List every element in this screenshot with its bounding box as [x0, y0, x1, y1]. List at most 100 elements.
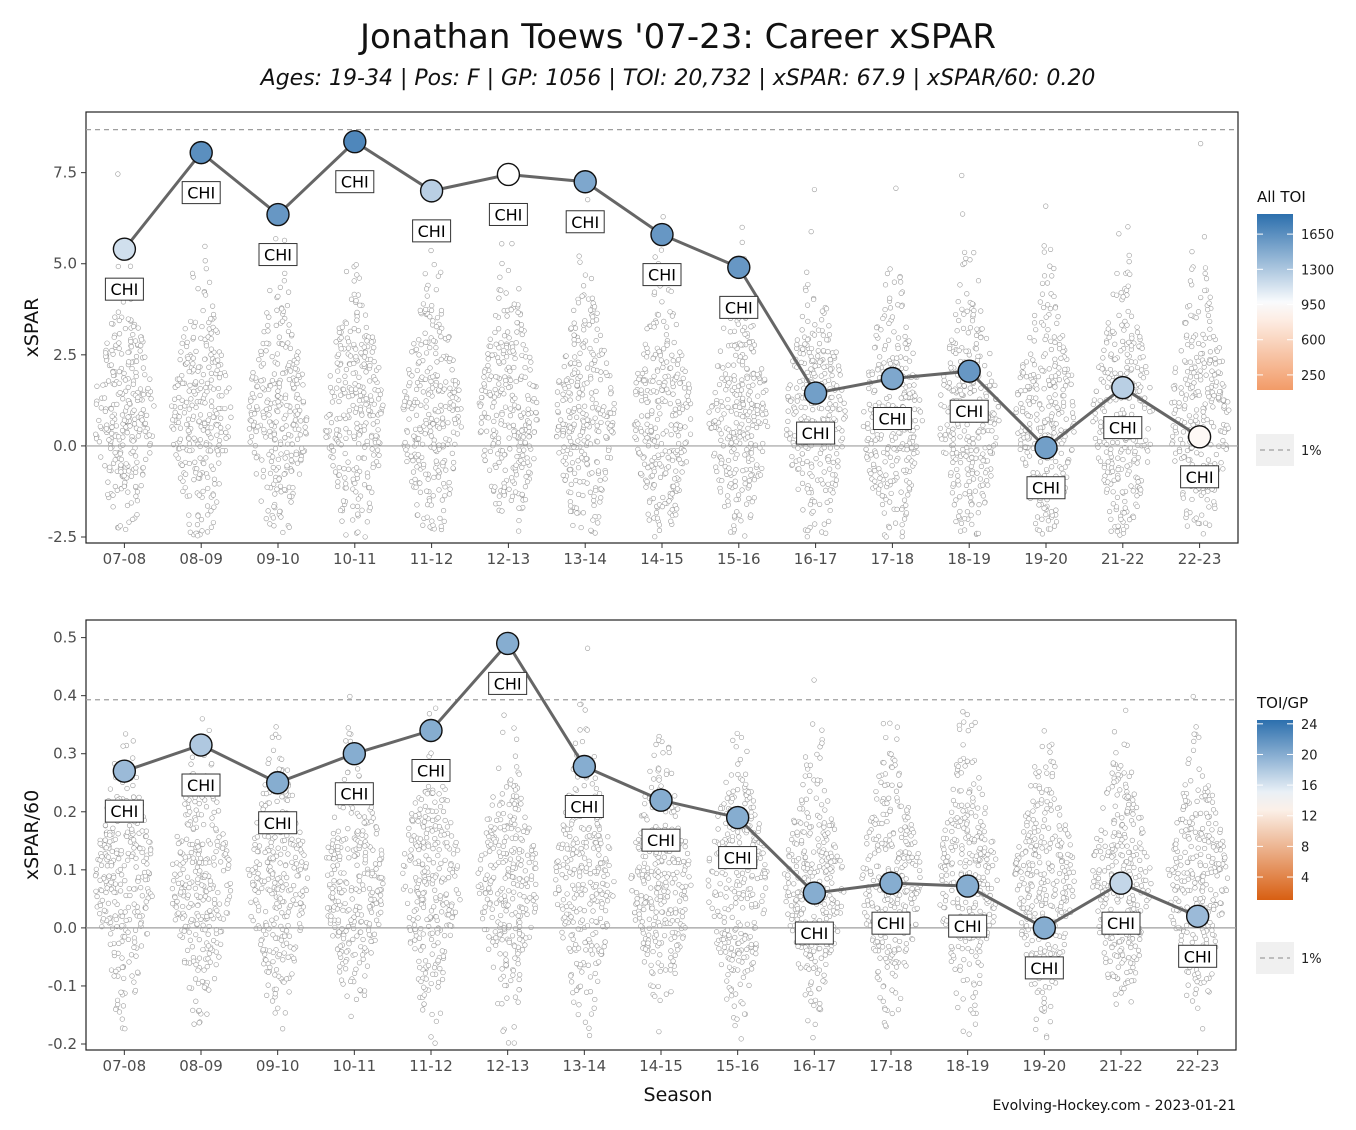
- league-point: [1180, 429, 1187, 435]
- league-point: [490, 427, 497, 433]
- league-point: [967, 325, 974, 331]
- league-point: [594, 439, 601, 445]
- league-point: [894, 506, 900, 512]
- league-point: [959, 391, 965, 397]
- league-point: [416, 436, 422, 442]
- league-point: [1054, 404, 1060, 410]
- league-point: [827, 357, 833, 363]
- league-point: [571, 370, 577, 376]
- league-point: [639, 413, 645, 419]
- league-point: [1226, 407, 1232, 413]
- league-point: [1182, 358, 1188, 364]
- league-point: [593, 317, 600, 323]
- league-point: [899, 529, 906, 535]
- league-point: [355, 328, 362, 334]
- league-point: [1043, 203, 1049, 209]
- league-point: [97, 911, 103, 917]
- league-point: [1189, 394, 1195, 400]
- team-label: CHI: [1186, 468, 1214, 487]
- league-point: [254, 383, 260, 389]
- league-point: [1184, 332, 1190, 338]
- league-point: [336, 398, 342, 405]
- league-point: [506, 335, 512, 341]
- league-point: [103, 350, 109, 356]
- league-point: [338, 346, 344, 352]
- league-point: [662, 374, 668, 380]
- league-point: [285, 431, 292, 438]
- league-point: [796, 466, 802, 472]
- league-point: [1060, 387, 1066, 393]
- league-point: [556, 450, 562, 456]
- league-point: [978, 334, 984, 341]
- league-point: [650, 388, 657, 394]
- league-point: [130, 331, 136, 338]
- league-point: [1043, 512, 1049, 518]
- legend-color-bar: [1257, 214, 1293, 390]
- league-point: [138, 343, 144, 349]
- league-point: [722, 371, 729, 377]
- league-point: [744, 501, 750, 507]
- league-point: [841, 416, 847, 422]
- league-point: [575, 395, 581, 401]
- league-point: [113, 968, 119, 974]
- league-point: [748, 450, 755, 456]
- league-point: [964, 291, 970, 297]
- league-point: [137, 845, 143, 852]
- league-point: [99, 897, 105, 903]
- league-point: [1051, 430, 1057, 436]
- league-point: [941, 377, 947, 383]
- league-point: [503, 354, 510, 360]
- league-point: [1052, 363, 1058, 369]
- league-point: [285, 340, 291, 346]
- league-point: [1213, 451, 1219, 458]
- league-point: [876, 486, 882, 492]
- league-point: [131, 886, 137, 892]
- league-point: [815, 353, 821, 359]
- league-point: [588, 361, 595, 367]
- league-point: [270, 464, 276, 471]
- league-point: [492, 329, 498, 336]
- league-point: [1206, 394, 1212, 400]
- league-point: [1139, 345, 1145, 351]
- league-point: [358, 350, 364, 356]
- league-point: [969, 455, 975, 461]
- league-point: [1090, 419, 1096, 425]
- league-point: [195, 286, 201, 292]
- league-point: [222, 405, 228, 412]
- league-point: [892, 435, 899, 441]
- league-point: [258, 498, 264, 504]
- league-point: [632, 434, 638, 440]
- league-point: [813, 456, 819, 462]
- league-point: [294, 391, 300, 398]
- league-point: [1034, 386, 1040, 392]
- league-point: [414, 386, 420, 392]
- league-point: [1101, 347, 1107, 353]
- league-point: [226, 385, 232, 391]
- league-point: [885, 337, 892, 343]
- league-point: [248, 433, 255, 440]
- league-point: [273, 322, 279, 328]
- league-point: [762, 376, 768, 382]
- league-point: [350, 476, 356, 482]
- league-point: [821, 521, 827, 527]
- league-point: [660, 431, 666, 437]
- league-point: [823, 487, 829, 493]
- league-point: [748, 324, 754, 330]
- league-point: [282, 270, 288, 276]
- league-point: [526, 434, 532, 440]
- league-point: [794, 385, 800, 391]
- league-point: [112, 899, 118, 905]
- league-point: [964, 422, 970, 428]
- league-point: [184, 874, 191, 880]
- league-point: [287, 368, 294, 374]
- league-point: [449, 394, 455, 400]
- league-point: [1205, 312, 1212, 319]
- league-point: [534, 399, 540, 406]
- league-point: [123, 461, 129, 467]
- league-point: [718, 437, 724, 443]
- league-point: [899, 522, 905, 528]
- league-point: [105, 900, 112, 906]
- team-label: CHI: [418, 222, 446, 241]
- league-point: [1120, 338, 1126, 344]
- league-point: [642, 341, 648, 347]
